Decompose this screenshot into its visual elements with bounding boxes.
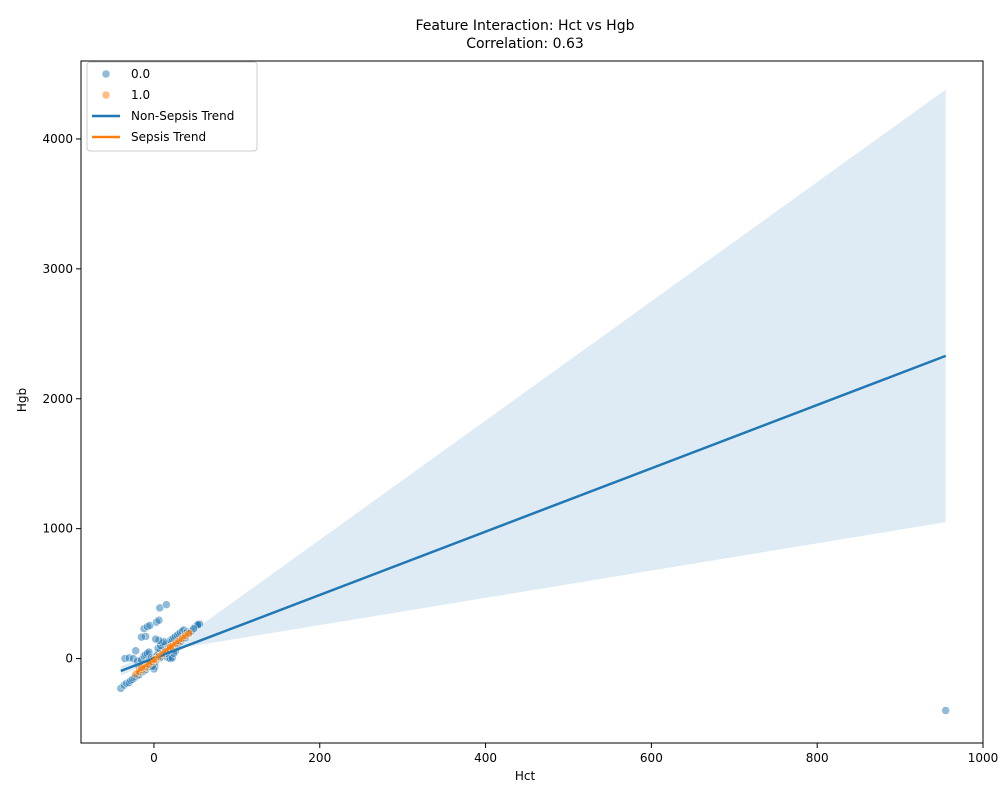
legend-label: Sepsis Trend (131, 130, 206, 144)
legend-marker (101, 69, 111, 79)
y-axis-label: Hgb (15, 388, 29, 412)
plot-frame (80, 60, 984, 744)
legend-label: 1.0 (131, 88, 150, 102)
scatter-point-0-0 (154, 615, 164, 625)
scatter-point-0-0 (941, 706, 950, 715)
x-tick-label: 800 (806, 751, 829, 765)
chart-title: Feature Interaction: Hct vs Hgb (416, 18, 635, 34)
x-tick-label: 200 (308, 751, 331, 765)
confidence-band (120, 89, 946, 676)
y-tick-label: 3000 (42, 262, 73, 276)
legend: 0.0 1.0 Non-Sepsis Trend Sepsis Trend (86, 61, 258, 152)
scatter-point-0-0 (162, 600, 171, 609)
x-tick-label: 400 (474, 751, 497, 765)
scatter-points-layer (116, 600, 950, 715)
x-tick-label: 600 (640, 751, 663, 765)
scatter-point-0-0 (137, 632, 146, 642)
non-sepsis-trend-line (120, 354, 947, 673)
sepsis-trend-line (134, 630, 193, 674)
x-tick-label: 0 (150, 751, 158, 765)
confidence-band-layer (120, 89, 946, 676)
y-tick-label: 0 (65, 652, 73, 666)
x-axis-label: Hct (515, 769, 536, 783)
legend-marker (101, 90, 111, 100)
y-tick-label: 2000 (42, 392, 73, 406)
x-axis-ticks: 0 200 400 600 800 1000 (150, 743, 998, 765)
chart-subtitle: Correlation: 0.63 (466, 36, 584, 52)
x-tick-label: 1000 (968, 751, 999, 765)
scatter-point-0-0 (131, 646, 140, 656)
legend-box (86, 61, 258, 152)
y-tick-label: 1000 (42, 522, 73, 536)
scatter-point-0-0 (151, 634, 160, 644)
y-axis-ticks: 0 1000 2000 3000 4000 (42, 132, 81, 666)
legend-label: Non-Sepsis Trend (131, 109, 234, 123)
y-tick-label: 4000 (42, 132, 73, 146)
trend-line-layer (120, 354, 947, 674)
legend-label: 0.0 (131, 67, 150, 81)
